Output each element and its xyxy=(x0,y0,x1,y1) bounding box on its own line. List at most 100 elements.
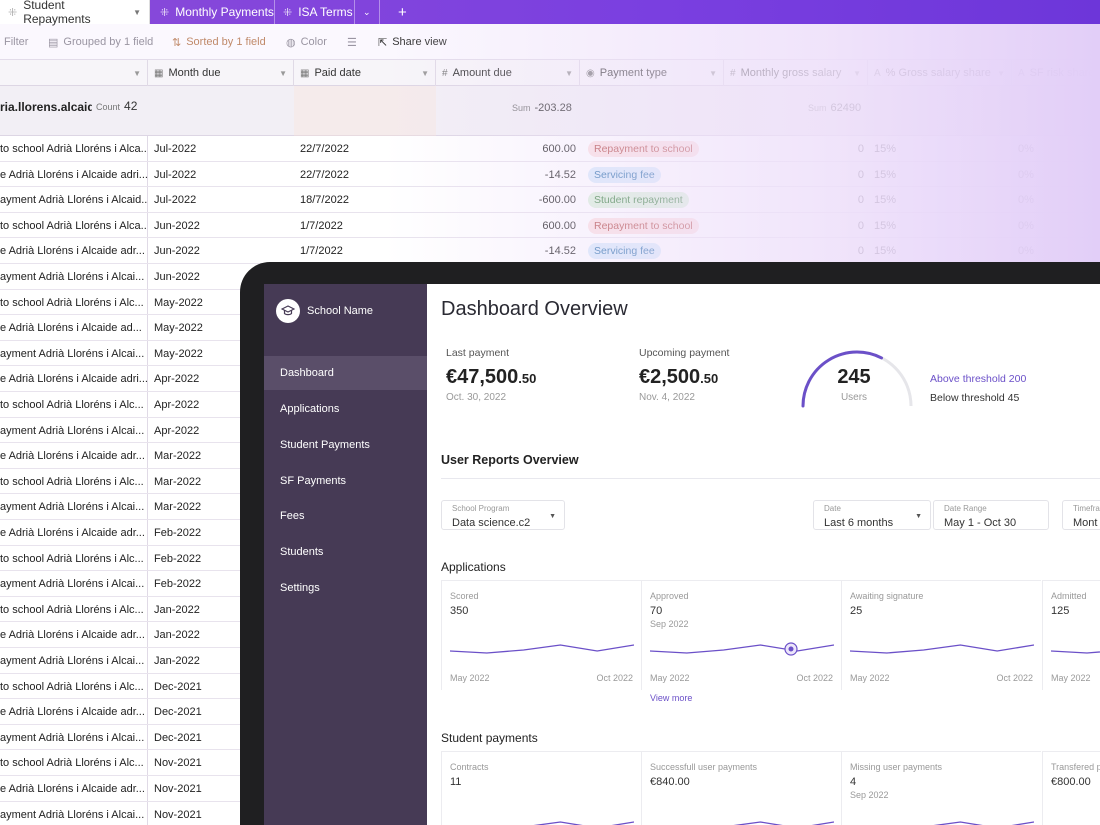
record-name-cell[interactable]: e Adrià Lloréns i Alcaide adri... xyxy=(0,161,148,187)
nav-students[interactable]: Students xyxy=(264,535,427,569)
record-name-cell[interactable]: ayment Adrià Lloréns i Alcai... xyxy=(0,571,148,596)
record-name-cell[interactable]: to school Adrià Lloréns i Alc... xyxy=(0,392,148,417)
payment-type-pill[interactable]: Student repayment xyxy=(588,192,689,209)
date-select[interactable]: Date Last 6 months ▼ xyxy=(813,500,931,530)
nav-applications[interactable]: Applications xyxy=(264,392,427,426)
metric-card[interactable]: Transfered p €800.00 xyxy=(1042,751,1100,825)
amount-due-cell[interactable]: -600.00 xyxy=(538,194,576,207)
nav-sf-payments[interactable]: SF Payments xyxy=(264,464,427,498)
payment-type-pill[interactable]: Repayment to school xyxy=(588,141,699,157)
column-header-gross-salary-share[interactable]: A % Gross salary share ▼ xyxy=(868,60,1012,86)
month-due-cell[interactable]: Feb-2022 xyxy=(154,578,202,591)
month-due-cell[interactable]: Mar-2022 xyxy=(154,501,202,514)
record-name-cell[interactable]: e Adrià Lloréns i Alcaide adri... xyxy=(0,366,148,391)
metric-card[interactable]: Awaiting signature 25 May 2022 Oct 2022 xyxy=(841,580,1041,690)
paid-date-cell[interactable]: 22/7/2022 xyxy=(300,168,349,181)
more-tabs-button[interactable]: ⌄ xyxy=(354,0,380,24)
column-header-amount-due[interactable]: # Amount due ▼ xyxy=(436,60,580,86)
month-due-cell[interactable]: Jan-2022 xyxy=(154,603,200,616)
nav-settings[interactable]: Settings xyxy=(264,571,427,605)
metric-card[interactable]: Contracts 11 xyxy=(441,751,641,825)
month-due-cell[interactable]: Jan-2022 xyxy=(154,629,200,642)
row-height-button[interactable]: ☰ xyxy=(347,24,357,60)
record-name-cell[interactable]: e Adrià Lloréns i Alcaide adr... xyxy=(0,622,148,647)
tab-student-repayments[interactable]: ⁜ Student Repayments ▼ xyxy=(0,0,150,26)
chevron-down-icon[interactable]: ▼ xyxy=(133,7,141,17)
record-name-cell[interactable]: to school Adrià Lloréns i Alc... xyxy=(0,545,148,571)
record-name-cell[interactable]: e Adrià Lloréns i Alcaide adr... xyxy=(0,776,148,801)
record-name-cell[interactable]: ayment Adrià Lloréns i Alcai... xyxy=(0,724,148,750)
sf-risk-share-cell[interactable]: 0% xyxy=(1018,168,1034,181)
record-name-cell[interactable]: to school Adrià Lloréns i Alc... xyxy=(0,289,148,315)
sort-button[interactable]: ⇅ Sorted by 1 field xyxy=(172,24,266,60)
sf-risk-share-cell[interactable]: 0% xyxy=(1018,245,1034,258)
gross-salary-share-cell[interactable]: 15% xyxy=(874,245,897,258)
amount-due-cell[interactable]: -14.52 xyxy=(544,168,576,181)
month-due-cell[interactable]: Dec-2021 xyxy=(154,706,202,719)
record-name-cell[interactable]: ayment Adrià Lloréns i Alcai... xyxy=(0,648,148,673)
month-due-cell[interactable]: Nov-2021 xyxy=(154,757,202,770)
record-name-cell[interactable]: e Adrià Lloréns i Alcaide adr... xyxy=(0,520,148,545)
record-name-cell[interactable]: e Adrià Lloréns i Alcaide adr... xyxy=(0,238,148,263)
record-name-cell[interactable]: ayment Adrià Lloréns i Alcaid... xyxy=(0,187,148,212)
paid-date-cell[interactable]: 22/7/2022 xyxy=(300,143,349,155)
group-header-row[interactable]: ria.llorens.alcaide Count 42 Sum -203.28 S… xyxy=(0,86,1100,136)
month-due-cell[interactable]: Jul-2022 xyxy=(154,168,197,181)
column-header-monthly-gross-salary[interactable]: # Monthly gross salary ▼ xyxy=(724,60,868,86)
metric-card[interactable]: Successfull user payments €840.00 xyxy=(641,751,841,825)
month-due-cell[interactable]: Jul-2022 xyxy=(154,143,197,155)
amount-due-cell[interactable]: 600.00 xyxy=(542,219,576,232)
record-name-cell[interactable]: to school Adrià Lloréns i Alc... xyxy=(0,750,148,775)
record-name-cell[interactable]: to school Adrià Lloréns i Alc... xyxy=(0,468,148,494)
month-due-cell[interactable]: Feb-2022 xyxy=(154,552,202,565)
record-name-cell[interactable]: ayment Adrià Lloréns i Alcai... xyxy=(0,264,148,289)
nav-dashboard[interactable]: Dashboard xyxy=(264,356,427,390)
column-header-payment-type[interactable]: ◉ Payment type ▼ xyxy=(580,60,724,86)
paid-date-cell[interactable]: 1/7/2022 xyxy=(300,245,343,258)
payment-type-pill[interactable]: Servicing fee xyxy=(588,243,661,260)
month-due-cell[interactable]: Jun-2022 xyxy=(154,271,200,283)
above-threshold[interactable]: Above threshold 200 xyxy=(930,373,1027,385)
monthly-gross-salary-cell[interactable]: 0 xyxy=(857,219,864,232)
month-due-cell[interactable]: Mar-2022 xyxy=(154,475,202,488)
sf-risk-share-cell[interactable]: 0% xyxy=(1018,143,1034,155)
month-due-cell[interactable]: May-2022 xyxy=(154,322,203,335)
color-button[interactable]: ◍ Color xyxy=(286,24,327,60)
metric-card[interactable]: Scored 350 May 2022 Oct 2022 xyxy=(441,580,641,690)
month-due-cell[interactable]: Jun-2022 xyxy=(154,219,200,232)
table-row[interactable]: e Adrià Lloréns i Alcaide adri... Jul-202… xyxy=(0,161,1100,188)
tab-monthly-payments[interactable]: ⁜ Monthly Payments xyxy=(152,0,282,24)
monthly-gross-salary-cell[interactable]: 0 xyxy=(857,245,864,258)
paid-date-cell[interactable]: 18/7/2022 xyxy=(300,194,349,207)
record-name-cell[interactable]: to school Adrià Lloréns i Alc... xyxy=(0,673,148,699)
metric-card[interactable]: Admitted 125 May 2022 xyxy=(1042,580,1100,690)
tab-isa-terms[interactable]: ⁜ ISA Terms xyxy=(274,0,361,24)
sf-risk-share-cell[interactable]: 0% xyxy=(1018,194,1034,207)
gross-salary-share-cell[interactable]: 15% xyxy=(874,168,897,181)
column-header-paid-date[interactable]: ▦ Paid date ▼ xyxy=(294,60,436,86)
table-row[interactable]: to school Adrià Lloréns i Alca... Jun-202… xyxy=(0,212,1100,239)
add-tab-button[interactable]: + xyxy=(390,0,415,24)
month-due-cell[interactable]: Mar-2022 xyxy=(154,450,202,463)
record-name-cell[interactable]: e Adrià Lloréns i Alcaide adr... xyxy=(0,443,148,468)
nav-fees[interactable]: Fees xyxy=(264,499,427,533)
nav-student-payments[interactable]: Student Payments xyxy=(264,428,427,462)
column-header-month-due[interactable]: ▦ Month due ▼ xyxy=(148,60,294,86)
monthly-gross-salary-cell[interactable]: 0 xyxy=(857,143,864,155)
month-due-cell[interactable]: Jan-2022 xyxy=(154,655,200,667)
month-due-cell[interactable]: Nov-2021 xyxy=(154,783,202,795)
month-due-cell[interactable]: May-2022 xyxy=(154,347,203,360)
record-name-cell[interactable]: to school Adrià Lloréns i Alc... xyxy=(0,596,148,622)
metric-card[interactable]: Missing user payments 4 Sep 2022 xyxy=(841,751,1041,825)
share-view-button[interactable]: ⇱ Share view xyxy=(378,24,447,60)
record-name-cell[interactable]: ayment Adrià Lloréns i Alcai... xyxy=(0,340,148,366)
table-row[interactable]: ayment Adrià Lloréns i Alcaid... Jul-2022… xyxy=(0,187,1100,213)
view-more-link[interactable]: View more xyxy=(650,693,693,703)
paid-date-cell[interactable]: 1/7/2022 xyxy=(300,219,343,232)
gross-salary-share-cell[interactable]: 15% xyxy=(874,143,897,155)
month-due-cell[interactable]: May-2022 xyxy=(154,296,203,309)
payment-type-pill[interactable]: Servicing fee xyxy=(588,166,661,183)
record-name-cell[interactable]: ayment Adrià Lloréns i Alcai... xyxy=(0,494,148,519)
record-name-cell[interactable]: e Adrià Lloréns i Alcaide adr... xyxy=(0,699,148,724)
filter-button[interactable]: Filter xyxy=(4,24,28,60)
